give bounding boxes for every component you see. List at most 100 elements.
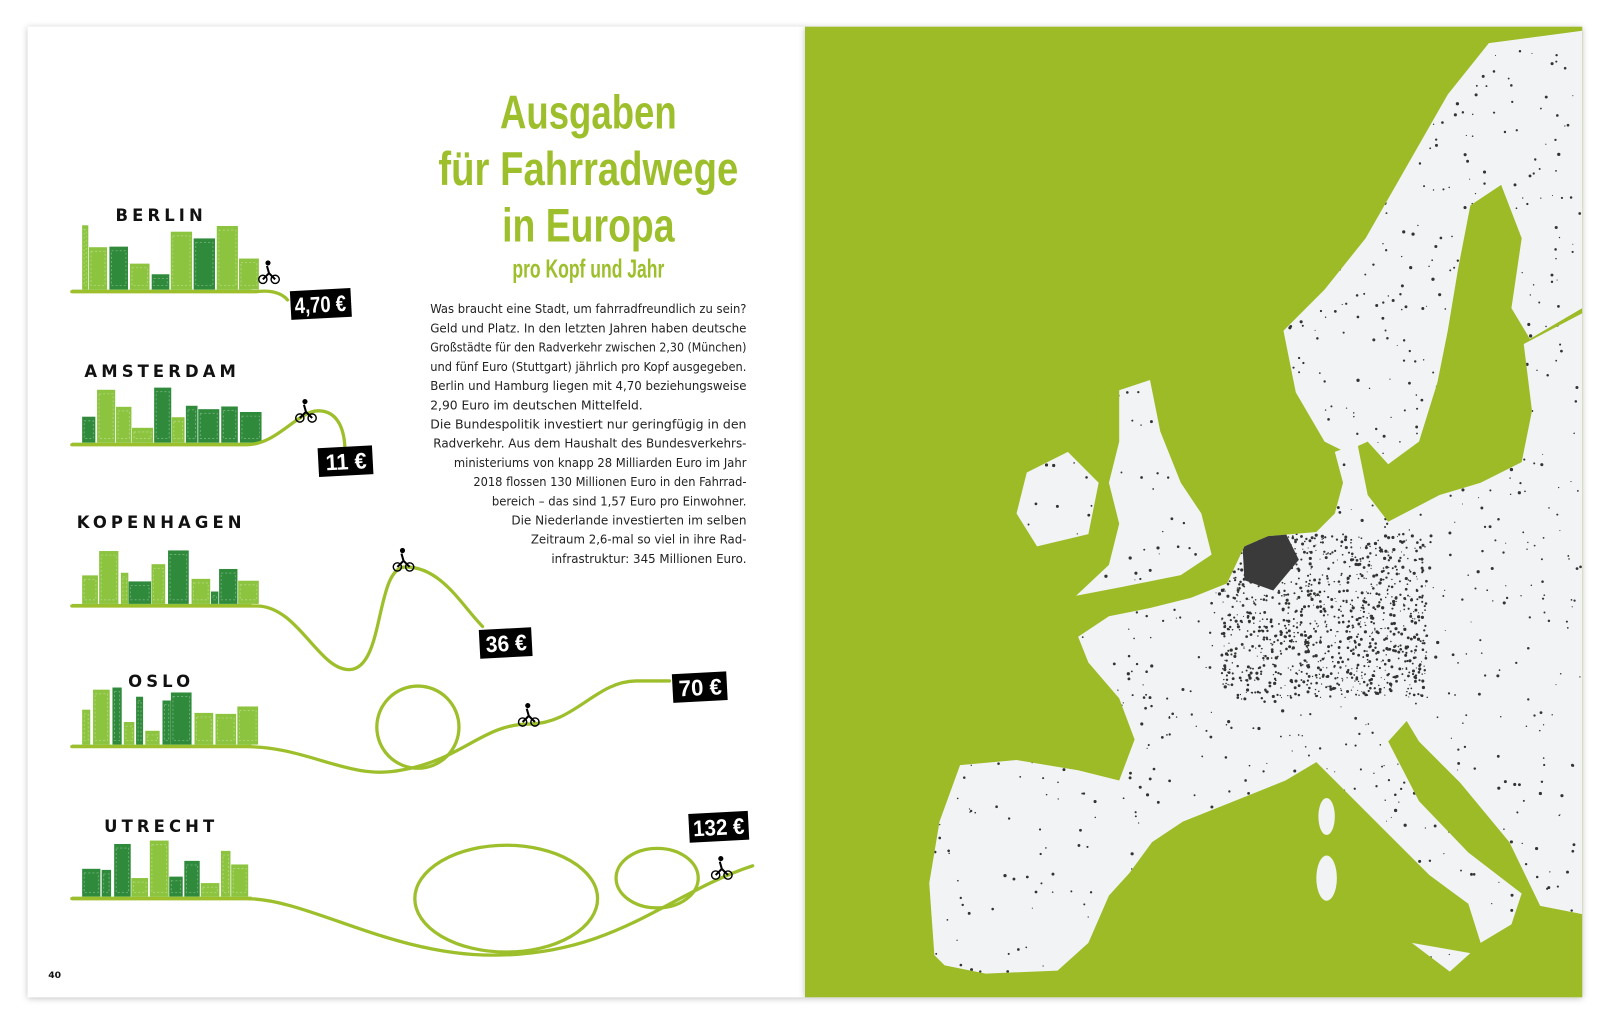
body-line: ministeriums von knapp 28 Milliarden Eur… (454, 456, 748, 470)
building (210, 591, 219, 604)
track-oslo (70, 679, 672, 774)
building-windows (185, 864, 199, 893)
building (82, 416, 96, 443)
building-windows (151, 844, 167, 893)
headline: Ausgaben für Fahrradwege in Europa pro K… (438, 86, 738, 283)
body-line: 2,90 Euro im deutschen Mittelfeld. (430, 398, 643, 412)
building (220, 850, 231, 897)
building-windows (155, 391, 170, 439)
building (219, 568, 238, 604)
building-windows (173, 420, 183, 439)
building (162, 700, 171, 745)
building (194, 712, 214, 745)
building-windows (193, 582, 209, 601)
building-windows (199, 412, 218, 439)
building (238, 258, 259, 290)
body-line: infrastruktur: 345 Millionen Euro. (551, 552, 746, 566)
building-windows (103, 873, 110, 893)
track-kopenhagen (70, 565, 485, 672)
building (238, 580, 259, 604)
land-corsica (1318, 798, 1335, 835)
building-windows (195, 242, 214, 286)
building (151, 564, 166, 604)
building-windows (232, 868, 247, 893)
building (198, 409, 220, 443)
building (216, 225, 238, 290)
building-windows (100, 554, 117, 601)
skyline-utrecht (71, 840, 252, 900)
page-number: 40 (48, 970, 61, 981)
building (123, 721, 135, 745)
building (88, 247, 108, 290)
land-sicily (1411, 942, 1471, 972)
track-utrecht-loop-1 (413, 843, 600, 954)
building-windows (83, 420, 94, 439)
building-windows (115, 847, 130, 893)
cyclist-icon (710, 856, 733, 880)
land-ireland (1016, 451, 1099, 547)
building (120, 572, 129, 604)
building-windows (196, 716, 212, 741)
building-windows (202, 886, 218, 893)
building-windows (212, 595, 217, 601)
building-windows (90, 250, 106, 286)
building-windows (133, 431, 152, 439)
building-windows (172, 235, 191, 286)
building (231, 864, 249, 897)
building-windows (83, 579, 97, 601)
subtitle: pro Kopf und Jahr (512, 255, 664, 283)
building-windows (83, 872, 99, 893)
cyclist-icon (294, 399, 317, 423)
building (112, 687, 122, 745)
body-line: Berlin und Hamburg liegen mit 4,70 bezie… (430, 379, 746, 393)
land-great-britain (1076, 380, 1212, 596)
amount-berlin: 4,70 € (294, 291, 347, 319)
land-sardinia (1316, 855, 1337, 901)
building-windows (222, 410, 237, 439)
body-line: bereich – das sind 1,57 Euro pro Einwohn… (492, 494, 747, 508)
amount-amsterdam: 11 € (325, 448, 368, 475)
track-oslo-loop (375, 684, 461, 770)
building-windows (122, 576, 127, 601)
building (131, 878, 149, 897)
building (93, 689, 110, 745)
building (136, 696, 144, 745)
title-line-2: für Fahrradwege (438, 143, 738, 196)
city-label-utrecht: UTRECHT (104, 817, 218, 836)
europe-map (929, 30, 1583, 974)
building-windows (239, 584, 258, 601)
price-tag-oslo: 70 € (671, 671, 728, 703)
title-line-1: Ausgaben (500, 86, 677, 139)
building (82, 709, 91, 745)
building-windows (153, 567, 164, 601)
price-tag-utrecht: 132 € (688, 810, 750, 843)
amount-oslo: 70 € (678, 674, 723, 701)
body-line: Radverkehr. Aus dem Haushalt des Bundesv… (433, 437, 746, 451)
building-windows (130, 585, 150, 601)
track-berlin (70, 289, 290, 302)
building-windows (169, 554, 188, 601)
building (221, 406, 238, 443)
building (101, 869, 112, 897)
building-windows (98, 393, 114, 439)
building-windows (218, 229, 237, 286)
building-windows (241, 415, 260, 439)
building (132, 427, 154, 443)
building-windows (114, 691, 121, 741)
building-windows (117, 410, 130, 439)
building (169, 876, 183, 897)
building-windows (187, 409, 196, 439)
building (168, 550, 189, 604)
building-windows (240, 262, 258, 286)
building (184, 860, 200, 897)
track-amsterdam (70, 409, 347, 454)
building-windows (137, 700, 142, 741)
city-label-amsterdam: AMSTERDAM (84, 362, 240, 381)
body-line: Was braucht eine Stadt, um fahrradfreund… (430, 302, 746, 316)
building (151, 274, 170, 290)
building (99, 551, 119, 604)
price-tag-kopenhagen: 36 € (478, 627, 533, 659)
building (191, 578, 211, 604)
body-line: Die Niederlande investierten im selben (511, 514, 746, 528)
building (82, 225, 89, 290)
